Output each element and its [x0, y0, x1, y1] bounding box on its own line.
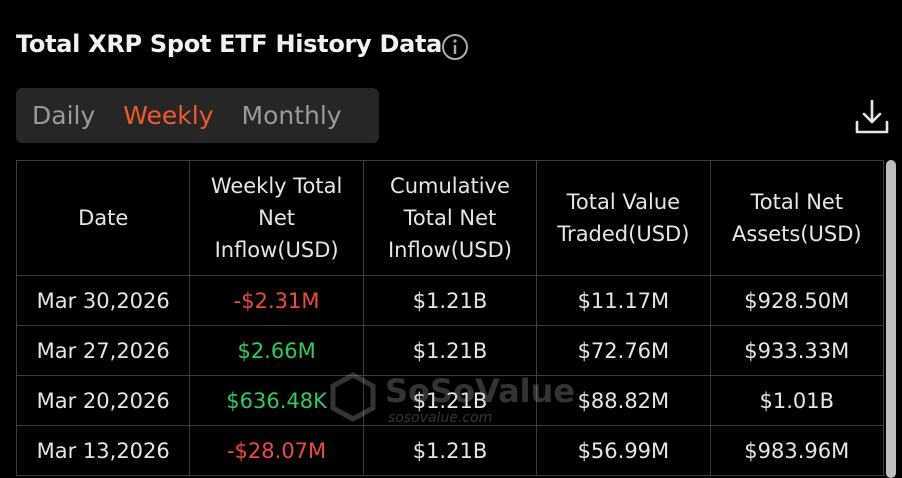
cell: $11.17M	[536, 275, 711, 326]
cell: $636.48K	[189, 375, 364, 426]
column-header: Cumulative Total Net Inflow(USD)	[362, 160, 538, 276]
cell: -$2.31M	[189, 275, 364, 326]
cell: $928.50M	[709, 275, 885, 326]
column-header: Weekly Total Net Inflow(USD)	[189, 160, 364, 276]
cell: $1.01B	[709, 375, 885, 426]
history-table: Date Weekly Total Net Inflow(USD) Cumula…	[15, 160, 885, 476]
tab-active[interactable]: Weekly	[123, 101, 214, 130]
cell: $72.76M	[536, 325, 711, 376]
cell: $88.82M	[536, 375, 711, 426]
table-row: Mar 20,2026 $636.48K $1.21B $88.82M $1.01B	[15, 375, 885, 426]
cell: Mar 27,2026	[15, 325, 191, 376]
column-header: Total Net Assets(USD)	[709, 160, 885, 276]
cell: Mar 30,2026	[15, 275, 191, 326]
cell: $56.99M	[536, 425, 711, 476]
column-header: Total Value Traded(USD)	[536, 160, 711, 276]
cell: $1.21B	[362, 325, 538, 376]
table-row: Mar 13,2026 -$28.07M $1.21B $56.99M $983.96M	[15, 425, 885, 476]
cell: $983.96M	[709, 425, 885, 476]
cell: -$28.07M	[189, 425, 364, 476]
cell: $933.33M	[709, 325, 885, 376]
cell: Mar 20,2026	[15, 375, 191, 426]
tab[interactable]: Daily	[32, 101, 96, 130]
cell: $2.66M	[189, 325, 364, 376]
column-header: Date	[15, 160, 191, 276]
table-row: Mar 27,2026 $2.66M $1.21B $72.76M $933.33M	[15, 325, 885, 376]
cell: Mar 13,2026	[15, 425, 191, 476]
table-row: Mar 30,2026 -$2.31M $1.21B $11.17M $928.50M	[15, 275, 885, 326]
info-icon[interactable]	[441, 33, 469, 61]
download-button[interactable]	[853, 98, 891, 136]
cell: $1.21B	[362, 275, 538, 326]
cell: $1.21B	[362, 375, 538, 426]
tab[interactable]: Monthly	[241, 101, 342, 130]
tab-group: Daily Weekly Monthly	[16, 88, 379, 143]
cell: $1.21B	[362, 425, 538, 476]
page-title: Total XRP Spot ETF History Data	[16, 30, 443, 58]
scrollbar[interactable]	[886, 160, 896, 478]
